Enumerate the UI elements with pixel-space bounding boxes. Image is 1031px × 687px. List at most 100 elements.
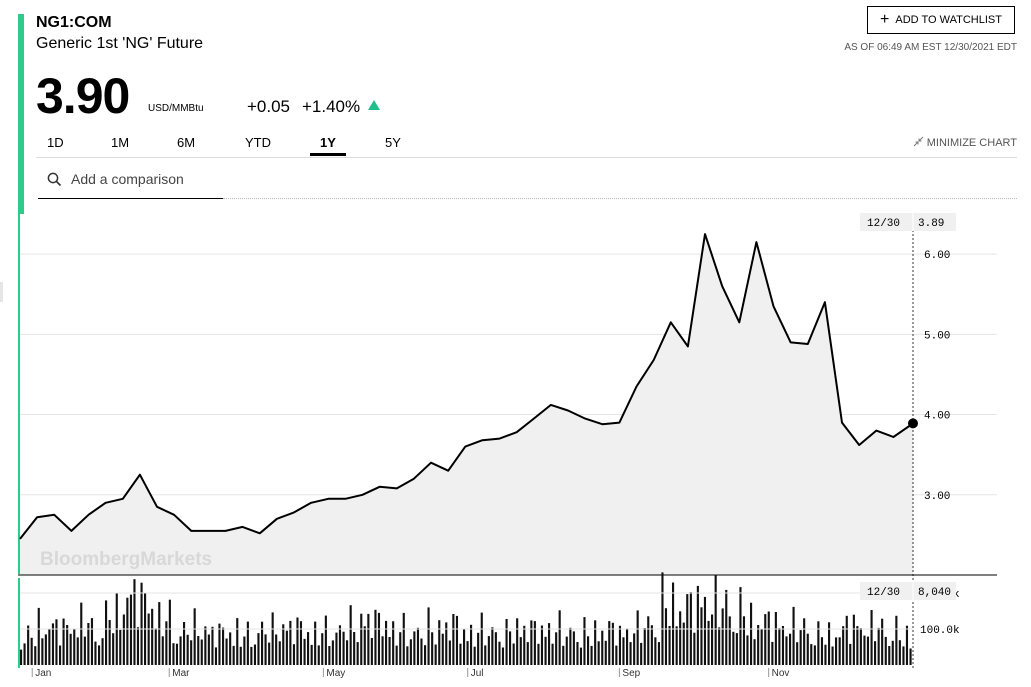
volume-bar [172, 643, 175, 665]
volume-bar [657, 642, 661, 665]
volume-bar [789, 633, 792, 665]
volume-bar [742, 616, 746, 665]
volume-bar [310, 644, 313, 665]
volume-bar [250, 646, 253, 665]
volume-bar [650, 625, 653, 665]
volume-bar [360, 613, 363, 665]
volume-bar [168, 599, 171, 665]
volume-bar [353, 632, 356, 665]
volume-bar [615, 645, 618, 665]
price-change-percent: +1.40% [302, 97, 361, 116]
volume-bar [158, 602, 161, 665]
tab-1y[interactable]: 1Y [310, 132, 346, 156]
price-unit: USD/MMBtu [148, 103, 204, 114]
volume-bar [533, 621, 536, 665]
volume-bar [530, 620, 533, 665]
volume-bar [307, 632, 310, 665]
volume-bar [335, 632, 338, 665]
volume-bar [34, 646, 37, 665]
volume-bar [80, 602, 83, 665]
volume-bar [385, 620, 388, 665]
volume-bar [466, 641, 469, 665]
volume-bar [363, 626, 366, 665]
volume-bar [767, 611, 770, 665]
volume-bar [23, 643, 26, 665]
volume-bar [48, 629, 51, 665]
volume-bar [501, 647, 505, 665]
tab-1m[interactable]: 1M [111, 135, 130, 150]
volume-bar [604, 640, 607, 665]
volume-bar [813, 645, 816, 665]
volume-bar [239, 646, 242, 665]
volume-bar [413, 631, 416, 665]
volume-bar [225, 638, 228, 665]
volume-bar [112, 633, 115, 665]
tab-5y[interactable]: 5Y [385, 135, 401, 150]
plus-icon: + [880, 11, 890, 28]
volume-bar [452, 614, 455, 665]
last-price: 3.90 [36, 68, 130, 124]
volume-bar [133, 579, 136, 665]
as-of-timestamp: AS OF 06:49 AM EST 12/30/2021 EDT [844, 42, 1017, 53]
volume-bar [661, 572, 664, 665]
price-tick-label: 3.00 [924, 491, 950, 503]
volume-bar [866, 636, 870, 665]
volume-bar [792, 606, 795, 665]
volume-bar [424, 645, 427, 665]
volume-bar [292, 644, 296, 665]
volume-bar [881, 618, 884, 665]
volume-bar [760, 629, 763, 665]
volume-bar [416, 627, 420, 665]
volume-tick-label: 100.0k [920, 625, 960, 637]
up-arrow-icon [368, 100, 380, 110]
volume-bar [122, 614, 125, 665]
volume-bar [151, 608, 154, 665]
volume-bar [562, 645, 565, 665]
volume-bar [253, 644, 257, 665]
volume-bar [753, 639, 756, 665]
comparison-input[interactable] [69, 170, 223, 188]
volume-bar [516, 618, 519, 665]
volume-bar [548, 623, 551, 665]
add-to-watchlist-button[interactable]: + ADD TO WATCHLIST [867, 6, 1015, 34]
tab-1d[interactable]: 1D [47, 135, 64, 150]
volume-bar [374, 609, 377, 665]
volume-bar [448, 640, 451, 665]
volume-bar [707, 620, 710, 665]
volume-bar [126, 597, 129, 665]
volume-bar [622, 637, 625, 665]
volume-bar [211, 626, 214, 665]
volume-bar [675, 626, 678, 665]
accent-bar-volume [18, 578, 20, 668]
volume-bar [37, 607, 40, 665]
tab-6m[interactable]: 6M [177, 135, 196, 150]
volume-bar [179, 636, 182, 665]
volume-bar [420, 638, 423, 665]
volume-bar [261, 621, 264, 665]
volume-bar [636, 610, 639, 665]
volume-bar [682, 622, 685, 665]
volume-bar [679, 611, 682, 665]
volume-bar [136, 627, 140, 665]
tab-ytd[interactable]: YTD [245, 135, 271, 150]
volume-bar [186, 634, 189, 665]
minimize-icon [913, 136, 924, 147]
price-tick-label: 4.00 [924, 411, 950, 423]
volume-bar [540, 625, 544, 665]
last-price-marker[interactable] [908, 418, 918, 429]
volume-bar [108, 620, 111, 665]
volume-bar [229, 632, 232, 665]
volume-bar [232, 645, 235, 665]
volume-bar [207, 634, 210, 665]
volume-bar [154, 628, 157, 665]
volume-bar [696, 585, 699, 665]
watermark: BloombergMarkets [40, 549, 212, 570]
minimize-chart-button[interactable]: MINIMIZE CHART [913, 136, 1017, 149]
volume-bar [838, 637, 841, 665]
comparison-search [38, 165, 223, 199]
volume-bar [597, 641, 600, 665]
volume-bar [746, 635, 749, 665]
volume-bar [806, 633, 809, 665]
volume-bar [328, 646, 331, 665]
volume-bar [856, 626, 859, 665]
